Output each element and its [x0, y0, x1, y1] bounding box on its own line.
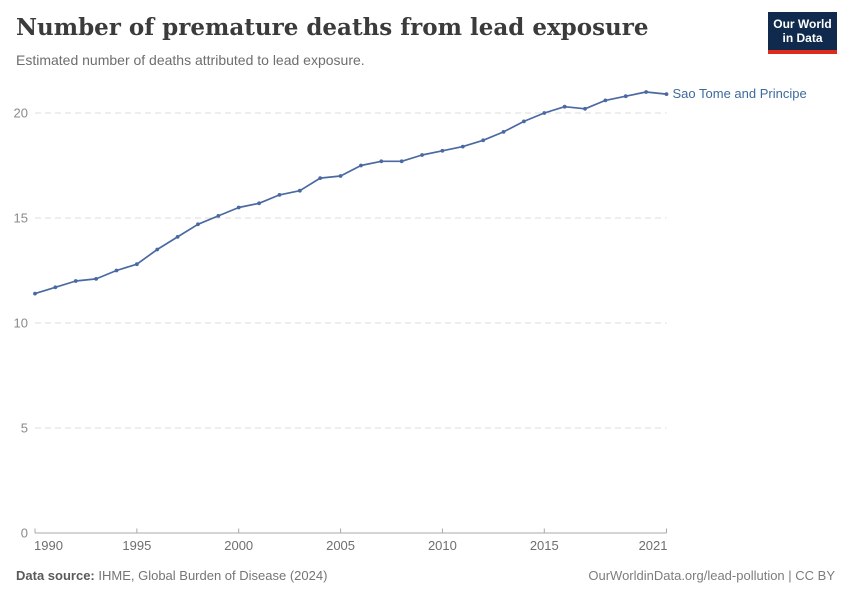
data-point[interactable] [460, 144, 465, 149]
data-point[interactable] [420, 153, 424, 157]
data-point[interactable] [175, 235, 180, 239]
x-tick-label: 2000 [224, 538, 253, 553]
owid-logo[interactable]: Our World in Data [768, 12, 837, 54]
data-point[interactable] [196, 222, 200, 227]
series-line[interactable] [34, 91, 668, 295]
data-source-text: IHME, Global Burden of Disease (2024) [94, 568, 328, 583]
x-tick-label: 1995 [122, 538, 151, 553]
data-point[interactable] [338, 174, 343, 178]
license-credit: OurWorldinData.org/lead-pollution | CC B… [588, 568, 835, 583]
data-point[interactable] [664, 92, 669, 96]
data-point[interactable] [297, 188, 302, 193]
x-tick-label: 2010 [428, 538, 457, 553]
y-tick-label: 5 [21, 421, 28, 436]
x-tick-label: 2015 [530, 538, 559, 553]
data-point[interactable] [501, 130, 506, 134]
data-point[interactable] [114, 268, 119, 273]
data-point[interactable] [236, 205, 241, 210]
owid-logo-line1: Our World [773, 17, 832, 31]
data-point[interactable] [257, 201, 261, 206]
data-point[interactable] [53, 285, 58, 290]
data-point[interactable] [359, 163, 363, 168]
chart-title: Number of premature deaths from lead exp… [16, 14, 649, 41]
data-source: Data source: IHME, Global Burden of Dise… [16, 568, 327, 583]
data-source-label: Data source: [16, 568, 95, 583]
data-point[interactable] [623, 94, 628, 99]
y-tick-label: 15 [14, 211, 28, 226]
data-point[interactable] [379, 159, 384, 164]
data-point[interactable] [155, 247, 160, 252]
data-point[interactable] [481, 138, 486, 143]
data-point[interactable] [94, 277, 99, 281]
line-chart[interactable]: 0 5 10 15 20 1990 1995 2000 2005 2010 2015 2021 Sao … [0, 75, 850, 560]
data-point[interactable] [216, 214, 221, 218]
y-tick-label: 10 [14, 316, 28, 331]
chart-footer: Data source: IHME, Global Burden of Dise… [16, 568, 835, 583]
x-tick-label: 2021 [639, 538, 668, 553]
data-point[interactable] [644, 90, 649, 94]
data-point[interactable] [33, 291, 37, 296]
data-point[interactable] [562, 104, 567, 109]
x-tick-label: 2005 [326, 538, 355, 553]
data-point[interactable] [134, 262, 139, 267]
data-point[interactable] [583, 106, 587, 111]
series-end-label[interactable]: Sao Tome and Principe [673, 86, 807, 101]
data-point[interactable] [603, 98, 608, 103]
data-point[interactable] [522, 119, 526, 124]
y-tick-label: 20 [14, 106, 28, 121]
y-tick-label: 0 [21, 526, 28, 541]
owid-logo-line2: in Data [782, 31, 823, 46]
data-point[interactable] [440, 148, 445, 153]
x-tick-label: 1990 [34, 538, 63, 553]
data-point[interactable] [277, 193, 282, 197]
data-point[interactable] [542, 111, 547, 115]
data-point[interactable] [73, 279, 78, 283]
chart-subtitle: Estimated number of deaths attributed to… [16, 52, 365, 68]
data-point[interactable] [318, 176, 323, 180]
data-point[interactable] [399, 159, 404, 164]
